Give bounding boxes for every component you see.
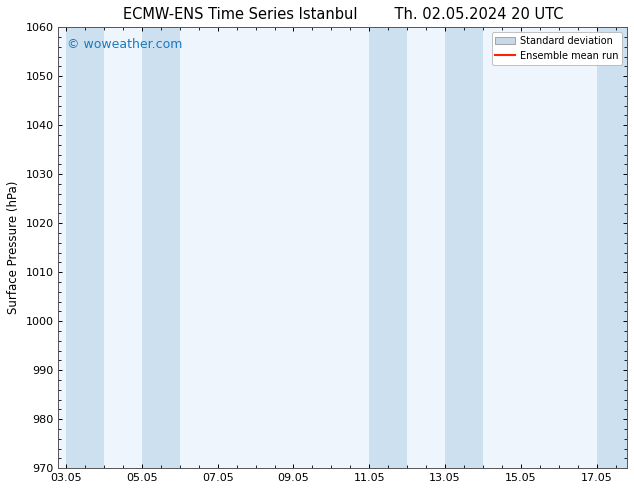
Bar [66, 27, 104, 468]
Title: ECMW-ENS Time Series Istanbul        Th. 02.05.2024 20 UTC: ECMW-ENS Time Series Istanbul Th. 02.05.… [122, 7, 563, 22]
Bar [142, 27, 180, 468]
Bar [445, 27, 483, 468]
Legend: Standard deviation, Ensemble mean run: Standard deviation, Ensemble mean run [491, 32, 622, 65]
Y-axis label: Surface Pressure (hPa): Surface Pressure (hPa) [7, 181, 20, 315]
Text: © woweather.com: © woweather.com [67, 38, 183, 51]
Bar [369, 27, 407, 468]
Bar [597, 27, 627, 468]
